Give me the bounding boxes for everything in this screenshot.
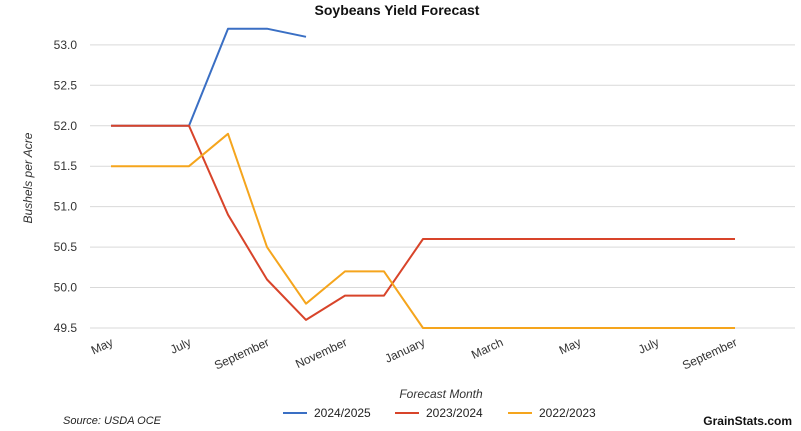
x-tick-label: May <box>89 335 115 357</box>
y-axis-ticks: 49.5 50.0 50.5 51.0 51.5 52.0 52.5 53.0 <box>54 38 78 335</box>
series-line-2022-2023 <box>111 132 735 329</box>
series-lines <box>111 27 735 329</box>
x-tick-label: September <box>212 335 271 372</box>
y-tick-label: 50.0 <box>54 281 78 295</box>
legend-label: 2024/2025 <box>314 406 371 420</box>
x-tick-label: March <box>469 335 505 362</box>
x-tick-label: May <box>557 335 583 357</box>
y-tick-label: 52.5 <box>54 78 78 92</box>
x-tick-label: July <box>636 335 661 357</box>
x-tick-label: September <box>680 335 739 372</box>
chart-title: Soybeans Yield Forecast <box>315 2 480 18</box>
y-tick-label: 51.0 <box>54 200 78 214</box>
y-tick-label: 51.5 <box>54 159 78 173</box>
x-axis-label: Forecast Month <box>399 387 483 401</box>
x-tick-label: January <box>383 335 428 366</box>
legend-label: 2023/2024 <box>426 406 483 420</box>
series-line-2023-2024 <box>111 124 735 321</box>
legend: 2024/2025 2023/2024 2022/2023 <box>283 406 596 420</box>
y-tick-label: 52.0 <box>54 119 78 133</box>
source-note: Source: USDA OCE <box>63 415 162 427</box>
y-tick-label: 53.0 <box>54 38 78 52</box>
y-axis-label: Bushels per Acre <box>21 132 35 223</box>
y-tick-label: 49.5 <box>54 321 78 335</box>
gridlines <box>90 44 795 329</box>
x-axis-ticks: May July September November January March May J… <box>89 335 739 372</box>
brand-label: GrainStats.com <box>703 414 792 428</box>
x-tick-label: November <box>293 335 349 371</box>
y-tick-label: 50.5 <box>54 240 78 254</box>
series-line-2024-2025 <box>111 27 307 127</box>
x-tick-label: July <box>168 335 193 357</box>
legend-label: 2022/2023 <box>539 406 596 420</box>
